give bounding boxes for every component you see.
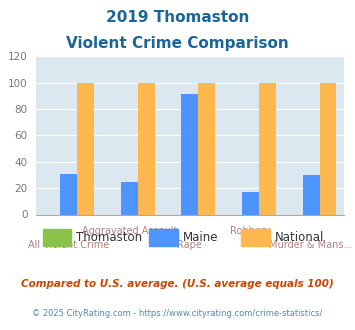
Text: Violent Crime Comparison: Violent Crime Comparison [66, 36, 289, 51]
Bar [121, 182, 138, 215]
Text: Robbery: Robbery [230, 226, 271, 236]
Bar [302, 175, 320, 214]
Bar [181, 94, 198, 214]
Text: © 2025 CityRating.com - https://www.cityrating.com/crime-statistics/: © 2025 CityRating.com - https://www.city… [32, 309, 323, 317]
Bar [77, 82, 94, 214]
Text: Compared to U.S. average. (U.S. average equals 100): Compared to U.S. average. (U.S. average … [21, 279, 334, 289]
Bar [242, 192, 259, 214]
Bar [60, 174, 77, 214]
Text: Thomaston: Thomaston [76, 231, 142, 244]
Bar [320, 82, 337, 214]
Bar [259, 82, 276, 214]
Text: 2019 Thomaston: 2019 Thomaston [106, 10, 249, 25]
Bar [138, 82, 155, 214]
Text: Aggravated Assault: Aggravated Assault [82, 226, 177, 236]
Text: Murder & Mans...: Murder & Mans... [269, 240, 353, 249]
Text: Maine: Maine [183, 231, 218, 244]
Text: Rape: Rape [178, 240, 202, 249]
Bar [198, 82, 215, 214]
Text: National: National [275, 231, 324, 244]
Text: All Violent Crime: All Violent Crime [28, 240, 109, 249]
